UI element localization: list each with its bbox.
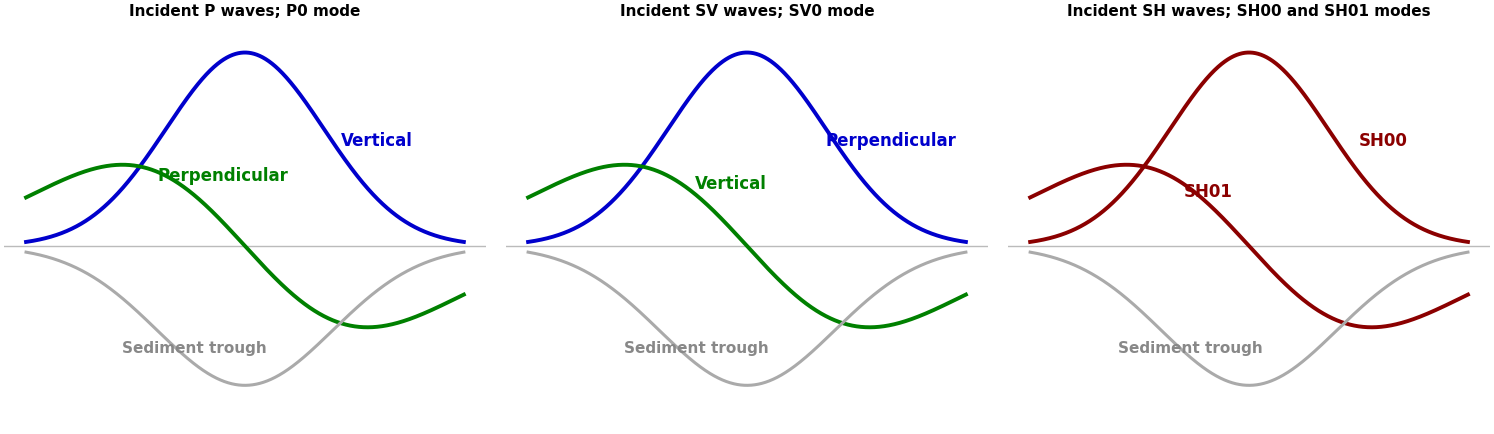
Text: SH00: SH00 bbox=[1358, 132, 1407, 150]
Title: Incident SV waves; SV0 mode: Incident SV waves; SV0 mode bbox=[620, 4, 874, 19]
Title: Incident P waves; P0 mode: Incident P waves; P0 mode bbox=[130, 4, 360, 19]
Text: Perpendicular: Perpendicular bbox=[157, 167, 288, 185]
Text: Sediment trough: Sediment trough bbox=[624, 341, 769, 355]
Text: SH01: SH01 bbox=[1183, 182, 1233, 200]
Text: Sediment trough: Sediment trough bbox=[123, 341, 267, 355]
Text: Perpendicular: Perpendicular bbox=[826, 132, 956, 150]
Text: Vertical: Vertical bbox=[341, 132, 414, 150]
Text: Vertical: Vertical bbox=[695, 174, 766, 193]
Title: Incident SH waves; SH00 and SH01 modes: Incident SH waves; SH00 and SH01 modes bbox=[1067, 4, 1431, 19]
Text: Sediment trough: Sediment trough bbox=[1118, 341, 1262, 355]
